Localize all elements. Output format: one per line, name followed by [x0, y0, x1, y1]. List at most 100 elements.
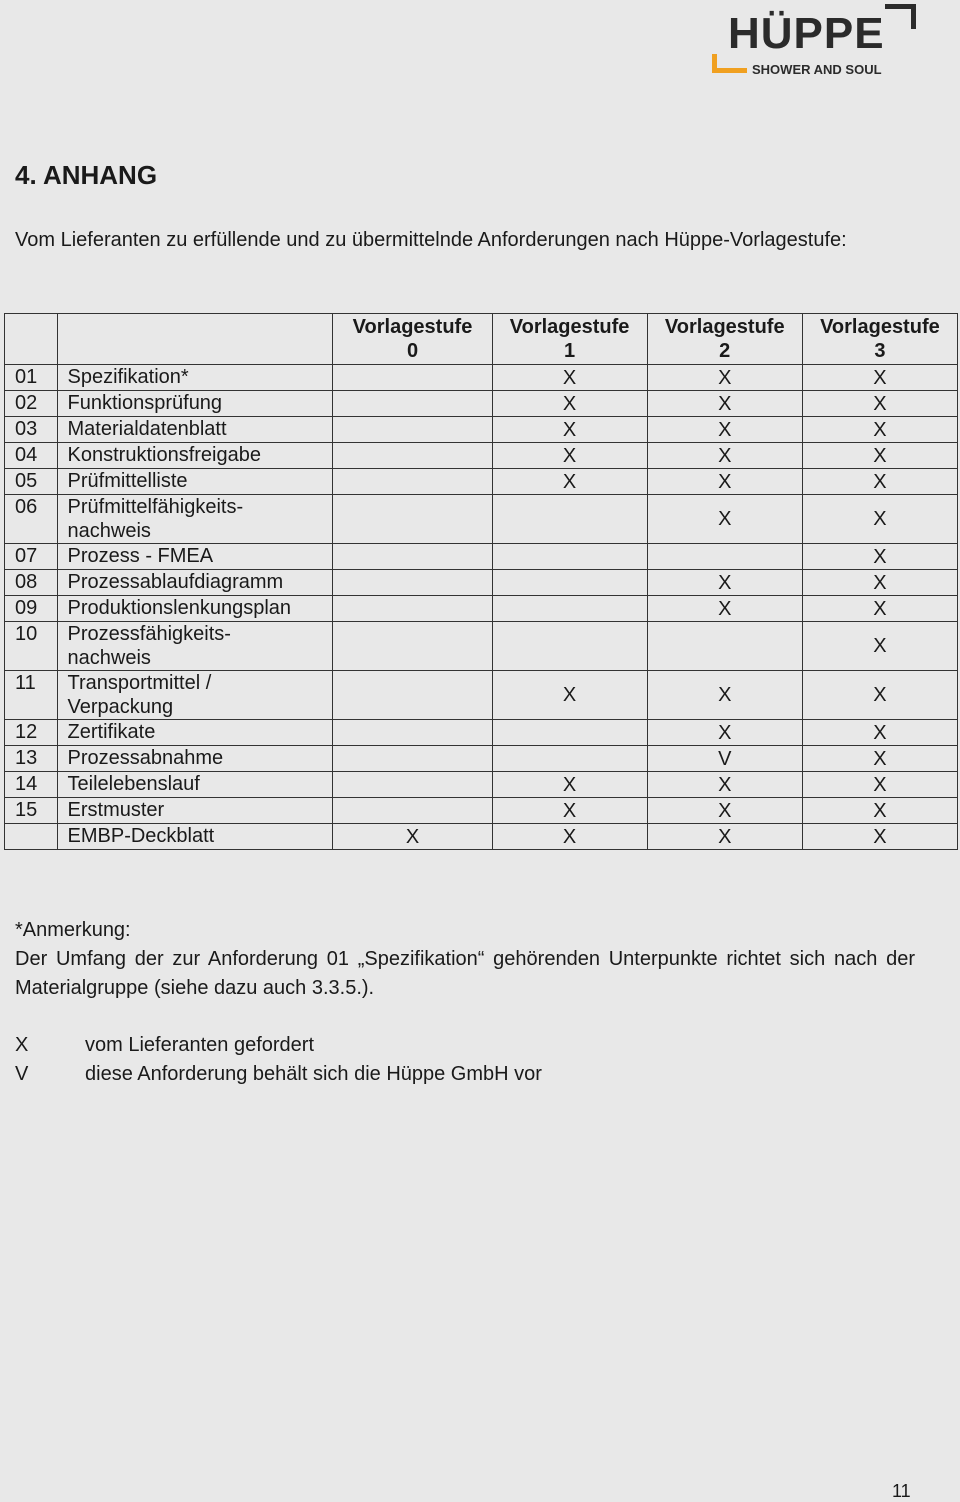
column-header: Vorlagestufe 3 — [801, 313, 959, 365]
row-number: 13 — [4, 745, 58, 772]
table-row: 04 Konstruktionsfreigabe X X X — [4, 442, 959, 469]
stage-mark: X — [801, 442, 959, 469]
row-number: 01 — [4, 364, 58, 391]
stage-mark: X — [491, 416, 648, 443]
table-row: 13 Prozessabnahme V X — [4, 745, 959, 772]
stage-mark: X — [801, 823, 959, 850]
stage-mark — [332, 719, 493, 746]
stage-mark: X — [491, 468, 648, 495]
stage-mark — [332, 771, 493, 798]
requirement-name: Erstmuster — [56, 797, 334, 824]
requirements-table: Vorlagestufe 0 Vorlagestufe 1 Vorlagestufe 2 V… — [4, 313, 959, 850]
logo-tagline: SHOWER AND SOUL — [752, 62, 882, 77]
stage-mark: X — [801, 364, 959, 391]
requirement-name: Transportmittel / Verpackung — [56, 670, 334, 720]
stage-mark: X — [646, 595, 803, 622]
stage-mark: X — [646, 494, 803, 544]
stage-mark: X — [646, 468, 803, 495]
note-title: *Anmerkung: — [15, 919, 131, 941]
stage-mark — [332, 621, 493, 671]
table-row: 08 Prozessablaufdiagramm X X — [4, 569, 959, 596]
column-header: Vorlagestufe 2 — [646, 313, 803, 365]
note: *Anmerkung: Der Umfang der zur Anforderu… — [15, 916, 915, 1003]
row-number: 10 — [4, 621, 58, 671]
stage-mark — [491, 494, 648, 544]
requirement-name: Prozessablaufdiagramm — [56, 569, 334, 596]
stage-mark — [332, 442, 493, 469]
table-row: 14 Teilelebenslauf X X X — [4, 771, 959, 798]
stage-mark: V — [646, 745, 803, 772]
requirement-name: EMBP-Deckblatt — [56, 823, 334, 850]
stage-mark — [491, 719, 648, 746]
stage-mark — [332, 468, 493, 495]
table-row: 09 Produktionslenkungsplan X X — [4, 595, 959, 622]
table-row: 06 Prüfmittelfähigkeits- nachweis X X — [4, 494, 959, 544]
requirement-name: Zertifikate — [56, 719, 334, 746]
requirement-name: Konstruktionsfreigabe — [56, 442, 334, 469]
stage-mark: X — [646, 797, 803, 824]
row-number: 04 — [4, 442, 58, 469]
stage-mark: X — [646, 719, 803, 746]
row-number — [4, 823, 58, 850]
row-number: 05 — [4, 468, 58, 495]
row-number: 02 — [4, 390, 58, 417]
stage-mark: X — [801, 745, 959, 772]
requirement-name: Funktionsprüfung — [56, 390, 334, 417]
intro-text: Vom Lieferanten zu erfüllende und zu übe… — [15, 229, 847, 251]
huppe-logo: HÜPPE SHOWER AND SOUL — [710, 2, 920, 82]
stage-mark: X — [491, 771, 648, 798]
row-number: 15 — [4, 797, 58, 824]
table-row: 01 Spezifikation* X X X — [4, 364, 959, 391]
stage-mark — [332, 494, 493, 544]
stage-mark: X — [646, 823, 803, 850]
requirement-name: Prozess - FMEA — [56, 543, 334, 570]
column-header — [56, 313, 334, 365]
stage-mark — [332, 364, 493, 391]
section-heading: 4. ANHANG — [15, 160, 158, 190]
stage-mark: X — [801, 543, 959, 570]
stage-mark: X — [801, 670, 959, 720]
requirement-name: Teilelebenslauf — [56, 771, 334, 798]
table-row: EMBP-Deckblatt X X X X — [4, 823, 959, 850]
row-number: 11 — [4, 670, 58, 720]
table-row: 11 Transportmittel / Verpackung X X X — [4, 670, 959, 720]
stage-mark — [332, 797, 493, 824]
stage-mark: X — [801, 416, 959, 443]
requirement-name: Prozessfähigkeits- nachweis — [56, 621, 334, 671]
stage-mark: X — [491, 390, 648, 417]
stage-mark — [646, 621, 803, 671]
requirement-name: Produktionslenkungsplan — [56, 595, 334, 622]
row-number: 14 — [4, 771, 58, 798]
table-row: 03 Materialdatenblatt X X X — [4, 416, 959, 443]
table-row: 12 Zertifikate X X — [4, 719, 959, 746]
stage-mark: X — [646, 416, 803, 443]
stage-mark — [491, 543, 648, 570]
requirement-name: Materialdatenblatt — [56, 416, 334, 443]
stage-mark — [491, 595, 648, 622]
stage-mark: X — [491, 364, 648, 391]
table-row: 10 Prozessfähigkeits- nachweis X — [4, 621, 959, 671]
stage-mark: X — [646, 442, 803, 469]
requirement-name: Prozessabnahme — [56, 745, 334, 772]
stage-mark: X — [801, 569, 959, 596]
stage-mark: X — [801, 390, 959, 417]
table-row: 02 Funktionsprüfung X X X — [4, 390, 959, 417]
column-header: Vorlagestufe 0 — [332, 313, 493, 365]
requirement-name: Prüfmittelliste — [56, 468, 334, 495]
stage-mark: X — [491, 797, 648, 824]
stage-mark: X — [801, 595, 959, 622]
stage-mark — [491, 621, 648, 671]
stage-mark: X — [646, 569, 803, 596]
stage-mark: X — [646, 390, 803, 417]
stage-mark — [332, 543, 493, 570]
row-number: 06 — [4, 494, 58, 544]
page-number: 11 — [892, 1481, 911, 1501]
requirement-name: Prüfmittelfähigkeits- nachweis — [56, 494, 334, 544]
row-number: 07 — [4, 543, 58, 570]
stage-mark — [332, 595, 493, 622]
stage-mark — [491, 745, 648, 772]
stage-mark: X — [646, 670, 803, 720]
stage-mark: X — [491, 442, 648, 469]
